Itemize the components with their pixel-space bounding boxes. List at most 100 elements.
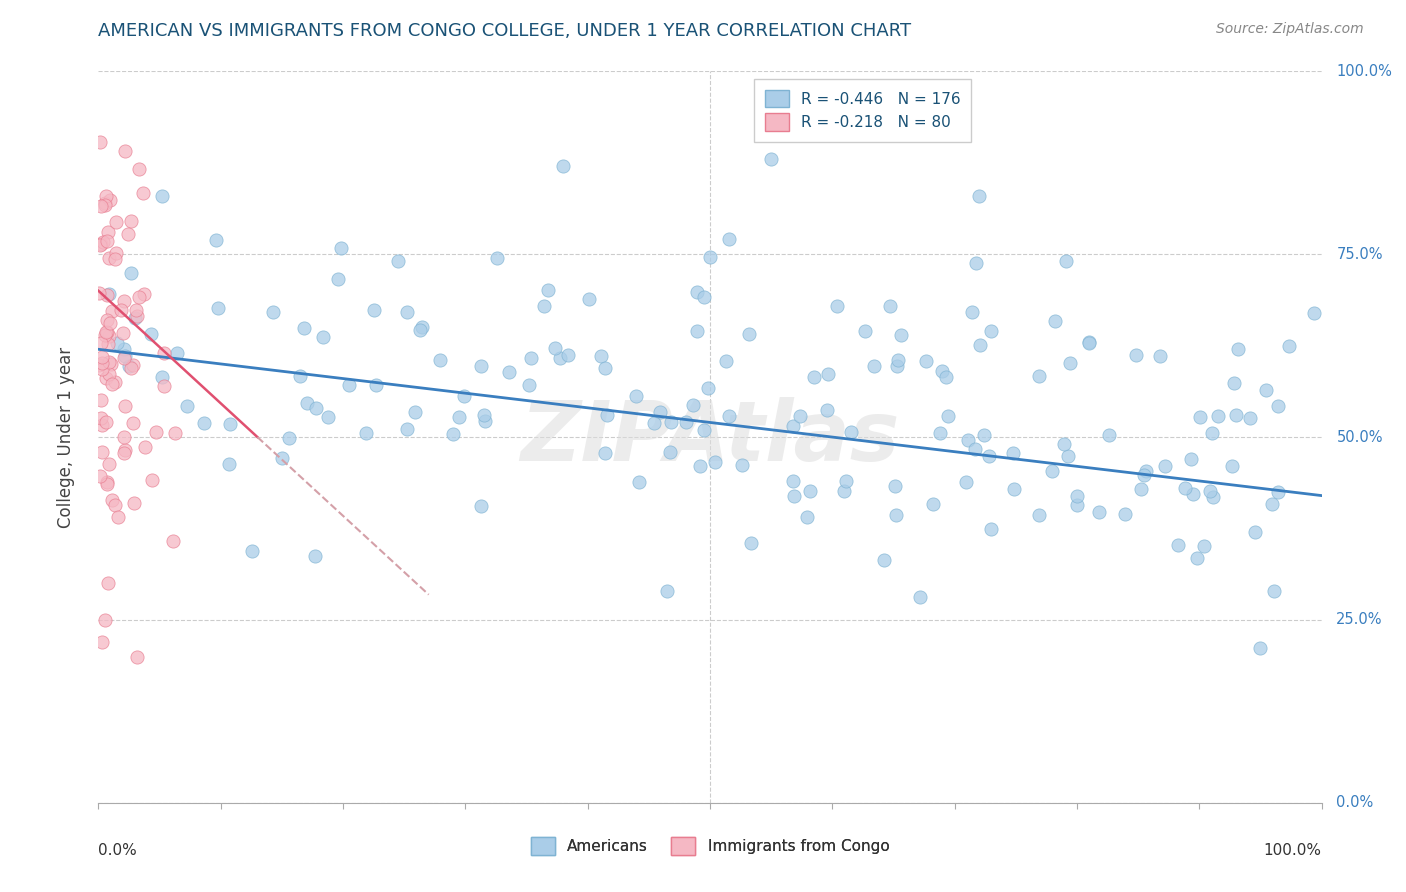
Point <box>93 613 115 627</box>
Point <box>1059 356 1081 370</box>
Point <box>127 310 149 324</box>
Point <box>659 415 682 429</box>
Point <box>105 335 128 350</box>
Point <box>1263 583 1285 598</box>
Point <box>98 193 121 207</box>
Point <box>166 345 188 359</box>
Point <box>98 457 121 471</box>
Point <box>98 355 121 369</box>
Point <box>782 419 804 434</box>
Point <box>650 405 672 419</box>
Point <box>134 440 156 454</box>
Point <box>122 417 145 431</box>
Point <box>593 361 616 376</box>
Point <box>218 417 240 432</box>
Point <box>104 215 127 229</box>
Point <box>94 197 117 211</box>
Point <box>96 370 118 384</box>
Point <box>193 416 215 430</box>
Point <box>1132 467 1154 482</box>
Point <box>90 411 112 425</box>
Point <box>96 234 118 248</box>
Point <box>94 326 117 340</box>
Point <box>97 367 120 381</box>
Point <box>1135 464 1157 478</box>
Point <box>101 377 124 392</box>
Point <box>1227 342 1250 356</box>
Point <box>520 351 543 365</box>
Point <box>292 321 315 335</box>
Point <box>718 409 741 423</box>
Text: 100.0%: 100.0% <box>1264 843 1322 858</box>
Point <box>928 426 950 441</box>
Point <box>104 245 127 260</box>
Point <box>408 324 430 338</box>
Point <box>803 369 825 384</box>
Point <box>364 378 387 392</box>
Point <box>1174 481 1197 495</box>
Y-axis label: College, Under 1 year: College, Under 1 year <box>56 346 75 528</box>
Point <box>96 475 118 489</box>
Point <box>89 238 111 252</box>
Point <box>1004 482 1026 496</box>
Point <box>101 304 124 318</box>
Point <box>548 351 571 366</box>
Point <box>271 450 294 465</box>
Point <box>915 354 938 368</box>
Point <box>863 359 886 373</box>
Text: 75.0%: 75.0% <box>1336 247 1384 261</box>
Point <box>305 401 328 415</box>
Point <box>120 214 142 228</box>
Point <box>782 475 804 489</box>
Point <box>134 287 156 301</box>
Point <box>593 446 616 460</box>
Point <box>931 364 953 378</box>
Point <box>1303 305 1326 319</box>
Point <box>839 425 862 439</box>
Point <box>628 475 651 490</box>
Point <box>470 359 492 373</box>
Point <box>411 320 433 334</box>
Point <box>472 408 495 422</box>
Point <box>316 409 339 424</box>
Point <box>387 253 409 268</box>
Point <box>737 326 759 341</box>
Point <box>1043 314 1066 328</box>
Point <box>832 483 855 498</box>
Point <box>120 266 142 280</box>
Point <box>761 152 783 166</box>
Point <box>693 423 716 437</box>
Point <box>218 457 240 471</box>
Point <box>162 533 184 548</box>
Point <box>104 252 127 266</box>
Point <box>91 235 114 249</box>
Point <box>783 490 806 504</box>
Point <box>139 327 162 342</box>
Point <box>396 305 419 319</box>
Point <box>89 136 111 150</box>
Point <box>112 293 135 308</box>
Point <box>176 399 198 413</box>
Point <box>404 405 426 419</box>
Point <box>655 584 678 599</box>
Point <box>153 346 176 360</box>
Point <box>453 389 475 403</box>
Point <box>91 444 114 458</box>
Point <box>1201 426 1223 441</box>
Point <box>207 301 229 315</box>
Text: 25.0%: 25.0% <box>1336 613 1384 627</box>
Point <box>125 302 148 317</box>
Point <box>1256 383 1278 397</box>
Point <box>1261 498 1284 512</box>
Point <box>1192 540 1215 554</box>
Point <box>112 351 135 365</box>
Point <box>825 299 848 313</box>
Point <box>624 388 647 402</box>
Point <box>879 299 901 313</box>
Point <box>429 353 451 368</box>
Point <box>337 378 360 392</box>
Point <box>90 198 112 212</box>
Point <box>128 162 150 177</box>
Point <box>97 286 120 301</box>
Legend: Americans, Immigrants from Congo: Americans, Immigrants from Congo <box>524 831 896 861</box>
